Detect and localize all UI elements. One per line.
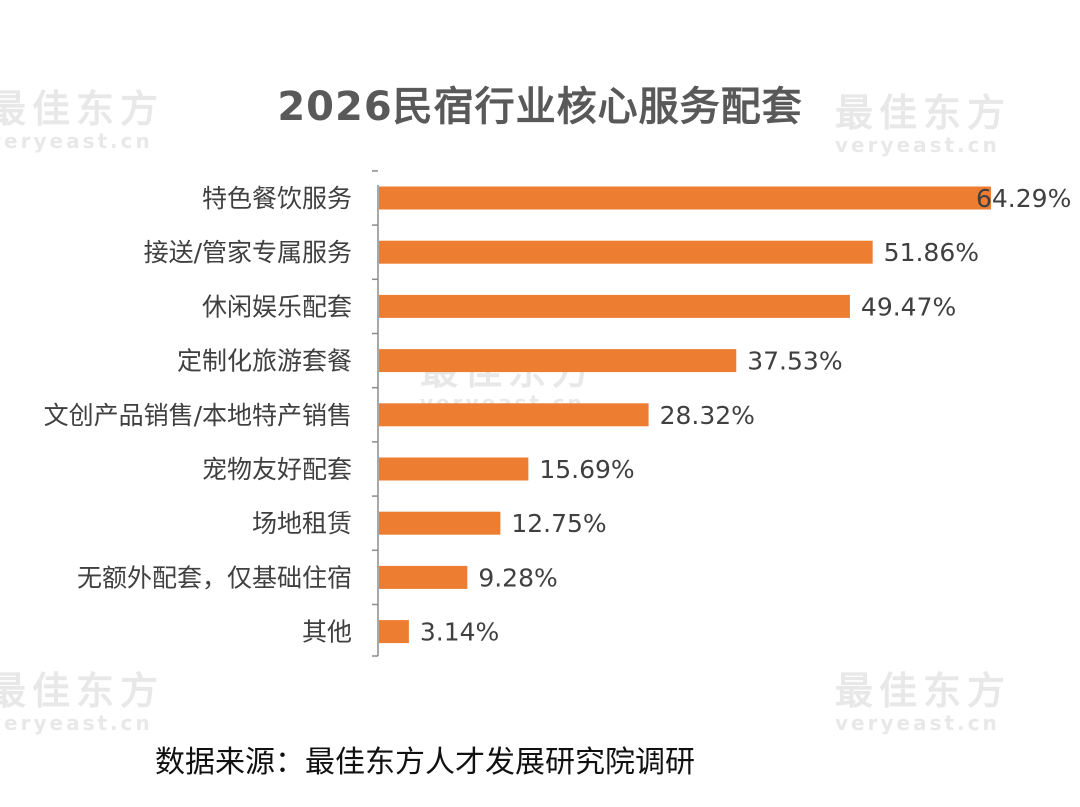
value-label: 15.69% [539,455,634,484]
category-label: 场地租赁 [252,509,352,538]
category-label: 宠物友好配套 [202,455,352,484]
data-source-note: 数据来源：最佳东方人才发展研究院调研 [155,745,695,780]
value-label: 37.53% [747,347,842,376]
value-label: 28.32% [660,401,755,430]
bar-7 [379,511,501,535]
bar-1 [379,186,991,210]
chart-title: 2026民宿行业核心服务配套 [277,84,803,130]
value-label: 12.75% [511,509,606,538]
bar-3 [379,294,850,318]
category-label: 定制化旅游套餐 [177,347,352,376]
category-label: 其他 [302,618,352,647]
bar-9 [379,620,409,644]
category-label: 无额外配套，仅基础住宿 [77,563,352,592]
value-label: 49.47% [861,292,956,321]
value-label: 51.86% [884,238,979,267]
bar-6 [379,457,529,481]
value-label: 64.29% [976,184,1071,213]
category-label: 接送/管家专属服务 [144,238,352,267]
category-label: 休闲娱乐配套 [202,292,352,321]
bar-8 [379,565,468,589]
value-label: 9.28% [478,563,557,592]
bar-5 [379,403,649,427]
category-label: 特色餐饮服务 [202,184,352,213]
value-label: 3.14% [420,618,499,647]
bar-2 [379,240,873,264]
category-label: 文创产品销售/本地特产销售 [44,401,352,430]
bar-4 [379,349,737,373]
